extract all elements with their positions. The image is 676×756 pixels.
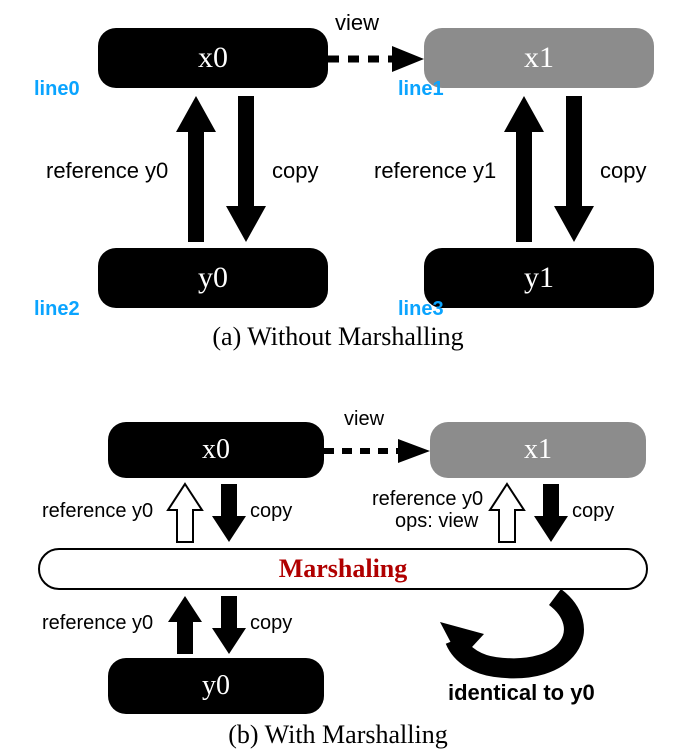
label-ref-y0: reference y0: [46, 158, 168, 184]
label-copy-bl: copy: [250, 612, 292, 635]
arrow-copy-tr: [534, 484, 568, 542]
marshaling-label: Marshaling: [279, 554, 408, 584]
caption-b: (b) With Marshalling: [0, 720, 676, 750]
node-y0: y0: [98, 248, 328, 308]
label-copy-left: copy: [272, 158, 318, 184]
line1-label: line1: [398, 78, 444, 101]
node-x0-b-label: x0: [202, 434, 230, 466]
node-x1-b-label: x1: [524, 434, 552, 466]
label-ref-y0-bl: reference y0: [42, 612, 153, 635]
label-copy-tr: copy: [572, 500, 614, 523]
label-ref-y0-tr-l2: ops: view: [395, 510, 478, 533]
node-y1: y1: [424, 248, 654, 308]
node-y1-label: y1: [524, 261, 554, 295]
caption-a: (a) Without Marshalling: [0, 322, 676, 352]
arrow-identical: [440, 592, 590, 682]
arrow-view-b: [324, 436, 430, 466]
marshaling-box: Marshaling: [38, 548, 648, 590]
arrow-copy-tl: [212, 484, 246, 542]
node-y0-b-label: y0: [202, 670, 230, 702]
node-y0-label: y0: [198, 261, 228, 295]
node-x0: x0: [98, 28, 328, 88]
arrow-ref-y0-tr: [490, 484, 524, 542]
arrow-ref-y0: [176, 96, 216, 242]
node-x1-b: x1: [430, 422, 646, 478]
arrow-copy-bl: [212, 596, 246, 654]
arrow-view: [328, 42, 424, 76]
line3-label: line3: [398, 298, 444, 321]
diagram-b: x0 x1 view Marshaling reference y0 copy …: [0, 400, 676, 756]
node-y0-b: y0: [108, 658, 324, 714]
line2-label: line2: [34, 298, 80, 321]
node-x0-b: x0: [108, 422, 324, 478]
arrow-ref-y0-tl: [168, 484, 202, 542]
node-x1: x1: [424, 28, 654, 88]
arrow-copy-right: [554, 96, 594, 242]
arrow-copy-left: [226, 96, 266, 242]
node-x1-label: x1: [524, 41, 554, 75]
label-view: view: [335, 10, 379, 36]
label-ref-y0-tr-l1: reference y0: [372, 488, 483, 511]
label-ref-y1: reference y1: [374, 158, 496, 184]
arrow-ref-y0-bl: [168, 596, 202, 654]
label-copy-right: copy: [600, 158, 646, 184]
line0-label: line0: [34, 78, 80, 101]
node-x0-label: x0: [198, 41, 228, 75]
diagram-a: x0 x1 y0 y1 view line0 line1 line2 line3…: [0, 0, 676, 380]
label-view-b: view: [344, 408, 384, 431]
label-identical: identical to y0: [448, 680, 595, 706]
label-ref-y0-tl: reference y0: [42, 500, 153, 523]
arrow-ref-y1: [504, 96, 544, 242]
label-copy-tl: copy: [250, 500, 292, 523]
